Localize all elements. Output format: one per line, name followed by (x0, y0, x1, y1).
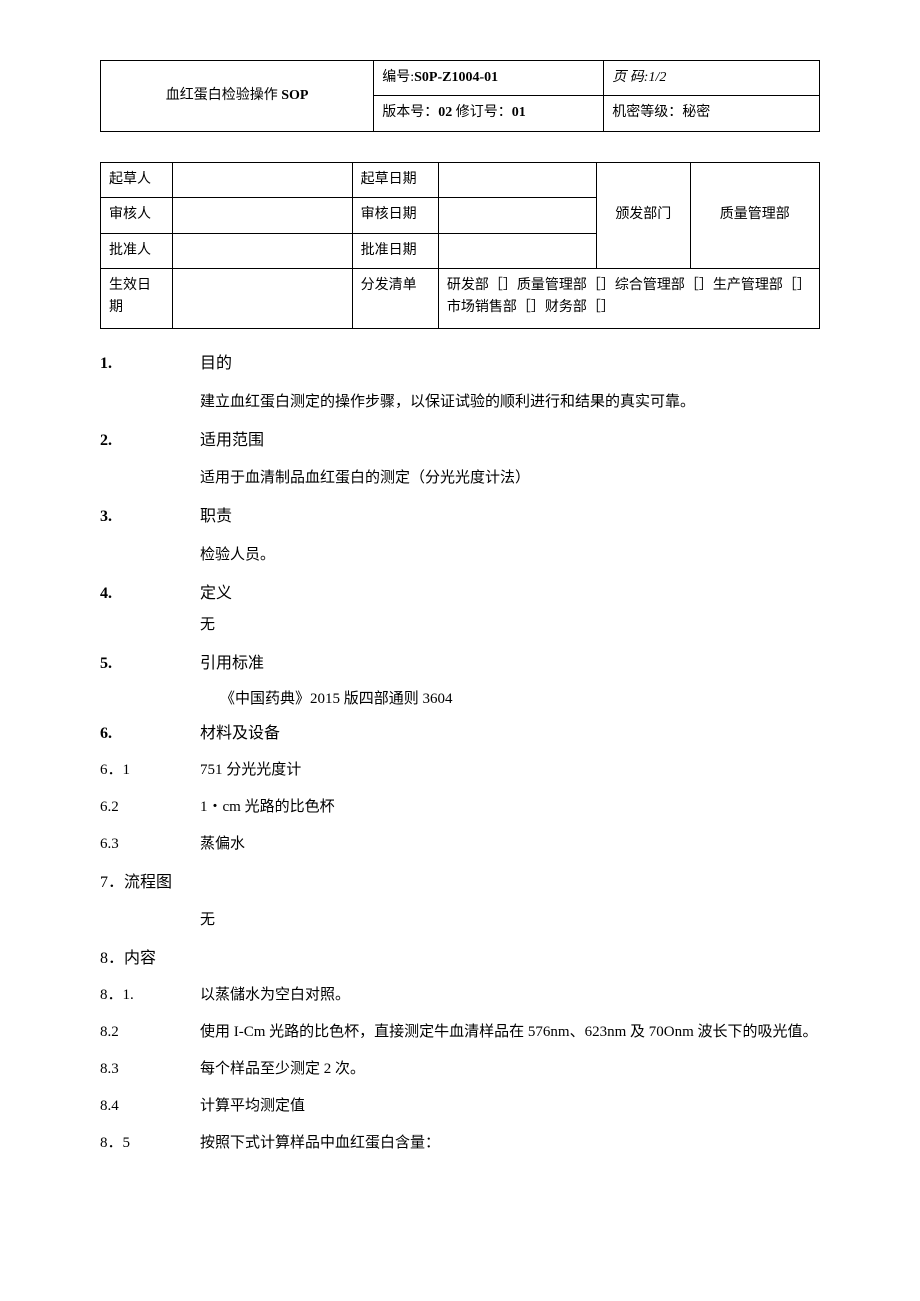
approve-date-label: 批准日期 (352, 233, 438, 268)
section-6-3-num: 6.3 (100, 832, 200, 856)
header-table: 血红蛋白检验操作 SOP 编号:S0P-Z1004-01 页 码:1/2 版本号… (100, 60, 820, 132)
section-8-2-text: 使用 I-Cm 光路的比色杯，直接测定牛血清样品在 576nm、623nm 及 … (200, 1019, 820, 1046)
section-8-1-num: 8．1. (100, 983, 200, 1007)
effective-date-label: 生效日期 (101, 268, 173, 328)
section-7-title: 流程图 (124, 870, 172, 896)
section-8-title: 内容 (124, 946, 156, 972)
section-6-2: 6.2 1・cm 光路的比色杯 (100, 794, 820, 821)
version-value: 02 (438, 105, 452, 120)
section-7-num: 7． (100, 870, 124, 896)
draft-date-value (438, 162, 596, 197)
approver-value (172, 233, 352, 268)
section-1: 1. 目的 (100, 351, 820, 377)
draft-date-label: 起草日期 (352, 162, 438, 197)
section-6-3-text: 蒸偏水 (200, 831, 820, 858)
section-8-4-num: 8.4 (100, 1094, 200, 1118)
reviewer-label: 审核人 (101, 198, 173, 233)
section-3-num: 3. (100, 504, 200, 530)
dist-list-label: 分发清单 (352, 268, 438, 328)
review-date-label: 审核日期 (352, 198, 438, 233)
section-1-title: 目的 (200, 351, 232, 377)
section-6-1-num: 6．1 (100, 758, 200, 782)
section-5-title: 引用标准 (200, 651, 264, 677)
secret-value: 秘密 (682, 105, 710, 120)
page-value: 1/2 (648, 70, 666, 85)
page-label: 页 码: (612, 70, 648, 85)
section-2: 2. 适用范围 (100, 428, 820, 454)
version-label: 版本号： (382, 105, 438, 120)
reviewer-value (172, 198, 352, 233)
section-4-title: 定义 (200, 581, 232, 607)
section-8-2: 8.2 使用 I-Cm 光路的比色杯，直接测定牛血清样品在 576nm、623n… (100, 1019, 820, 1046)
page-cell: 页 码:1/2 (604, 61, 820, 96)
doc-title-prefix: 血红蛋白检验操作 (166, 88, 282, 103)
version-cell: 版本号：02 修订号：01 (374, 96, 604, 131)
drafter-label: 起草人 (101, 162, 173, 197)
section-8: 8． 内容 (100, 946, 820, 972)
section-8-1-text: 以蒸儲水为空白对照。 (200, 982, 820, 1009)
section-8-4: 8.4 计算平均测定值 (100, 1093, 820, 1120)
secret-label: 机密等级： (612, 105, 682, 120)
review-date-value (438, 198, 596, 233)
section-2-title: 适用范围 (200, 428, 264, 454)
drafter-value (172, 162, 352, 197)
section-6-1-text: 751 分光光度计 (200, 757, 820, 784)
content-body: 1. 目的 建立血红蛋白测定的操作步骤，以保证试验的顺利进行和结果的真实可靠。 … (100, 351, 820, 1157)
section-5-body: 《中国药典》2015 版四部通则 3604 (220, 687, 820, 711)
doc-no: S0P-Z1004-01 (414, 70, 498, 85)
section-2-body: 适用于血清制品血红蛋白的测定（分光光度计法） (200, 465, 820, 492)
section-8-1: 8．1. 以蒸儲水为空白对照。 (100, 982, 820, 1009)
issue-dept-value: 质量管理部 (690, 162, 819, 268)
section-8-2-num: 8.2 (100, 1020, 200, 1044)
approver-label: 批准人 (101, 233, 173, 268)
section-8-3: 8.3 每个样品至少测定 2 次。 (100, 1056, 820, 1083)
doc-no-label: 编号: (382, 70, 414, 85)
section-4-num: 4. (100, 581, 200, 607)
section-7-body: 无 (200, 907, 820, 934)
section-8-4-text: 计算平均测定值 (200, 1093, 820, 1120)
section-1-body: 建立血红蛋白测定的操作步骤，以保证试验的顺利进行和结果的真实可靠。 (200, 389, 820, 416)
section-8-5: 8．5 按照下式计算样品中血红蛋白含量： (100, 1130, 820, 1157)
doc-title-bold: SOP (281, 88, 308, 103)
rev-label: 修订号： (452, 105, 512, 120)
section-6-1: 6．1 751 分光光度计 (100, 757, 820, 784)
approve-date-value (438, 233, 596, 268)
doc-title-cell: 血红蛋白检验操作 SOP (101, 61, 374, 132)
issue-dept-label: 颁发部门 (597, 162, 690, 268)
section-1-num: 1. (100, 351, 200, 377)
section-3: 3. 职责 (100, 504, 820, 530)
section-3-body: 检验人员。 (200, 542, 820, 569)
section-6-2-num: 6.2 (100, 795, 200, 819)
section-6-3: 6.3 蒸偏水 (100, 831, 820, 858)
section-8-5-num: 8．5 (100, 1131, 200, 1155)
section-4-body: 无 (200, 612, 820, 639)
rev-value: 01 (512, 105, 526, 120)
secret-cell: 机密等级：秘密 (604, 96, 820, 131)
section-8-5-text: 按照下式计算样品中血红蛋白含量： (200, 1130, 820, 1157)
section-8-3-text: 每个样品至少测定 2 次。 (200, 1056, 820, 1083)
section-6-num: 6. (100, 721, 200, 747)
section-6-title: 材料及设备 (200, 721, 280, 747)
section-2-num: 2. (100, 428, 200, 454)
doc-no-cell: 编号:S0P-Z1004-01 (374, 61, 604, 96)
section-6: 6. 材料及设备 (100, 721, 820, 747)
meta-table: 起草人 起草日期 颁发部门 质量管理部 审核人 审核日期 批准人 批准日期 生效… (100, 162, 820, 329)
section-6-2-text: 1・cm 光路的比色杯 (200, 794, 820, 821)
dist-list-value: 研发部［］质量管理部［］综合管理部［］生产管理部［］市场销售部［］财务部［］ (438, 268, 819, 328)
section-5-num: 5. (100, 651, 200, 677)
section-8-3-num: 8.3 (100, 1057, 200, 1081)
section-8-num: 8． (100, 946, 124, 972)
effective-date-value (172, 268, 352, 328)
section-3-title: 职责 (200, 504, 232, 530)
section-4: 4. 定义 (100, 581, 820, 607)
section-7: 7． 流程图 (100, 870, 820, 896)
section-5: 5. 引用标准 (100, 651, 820, 677)
